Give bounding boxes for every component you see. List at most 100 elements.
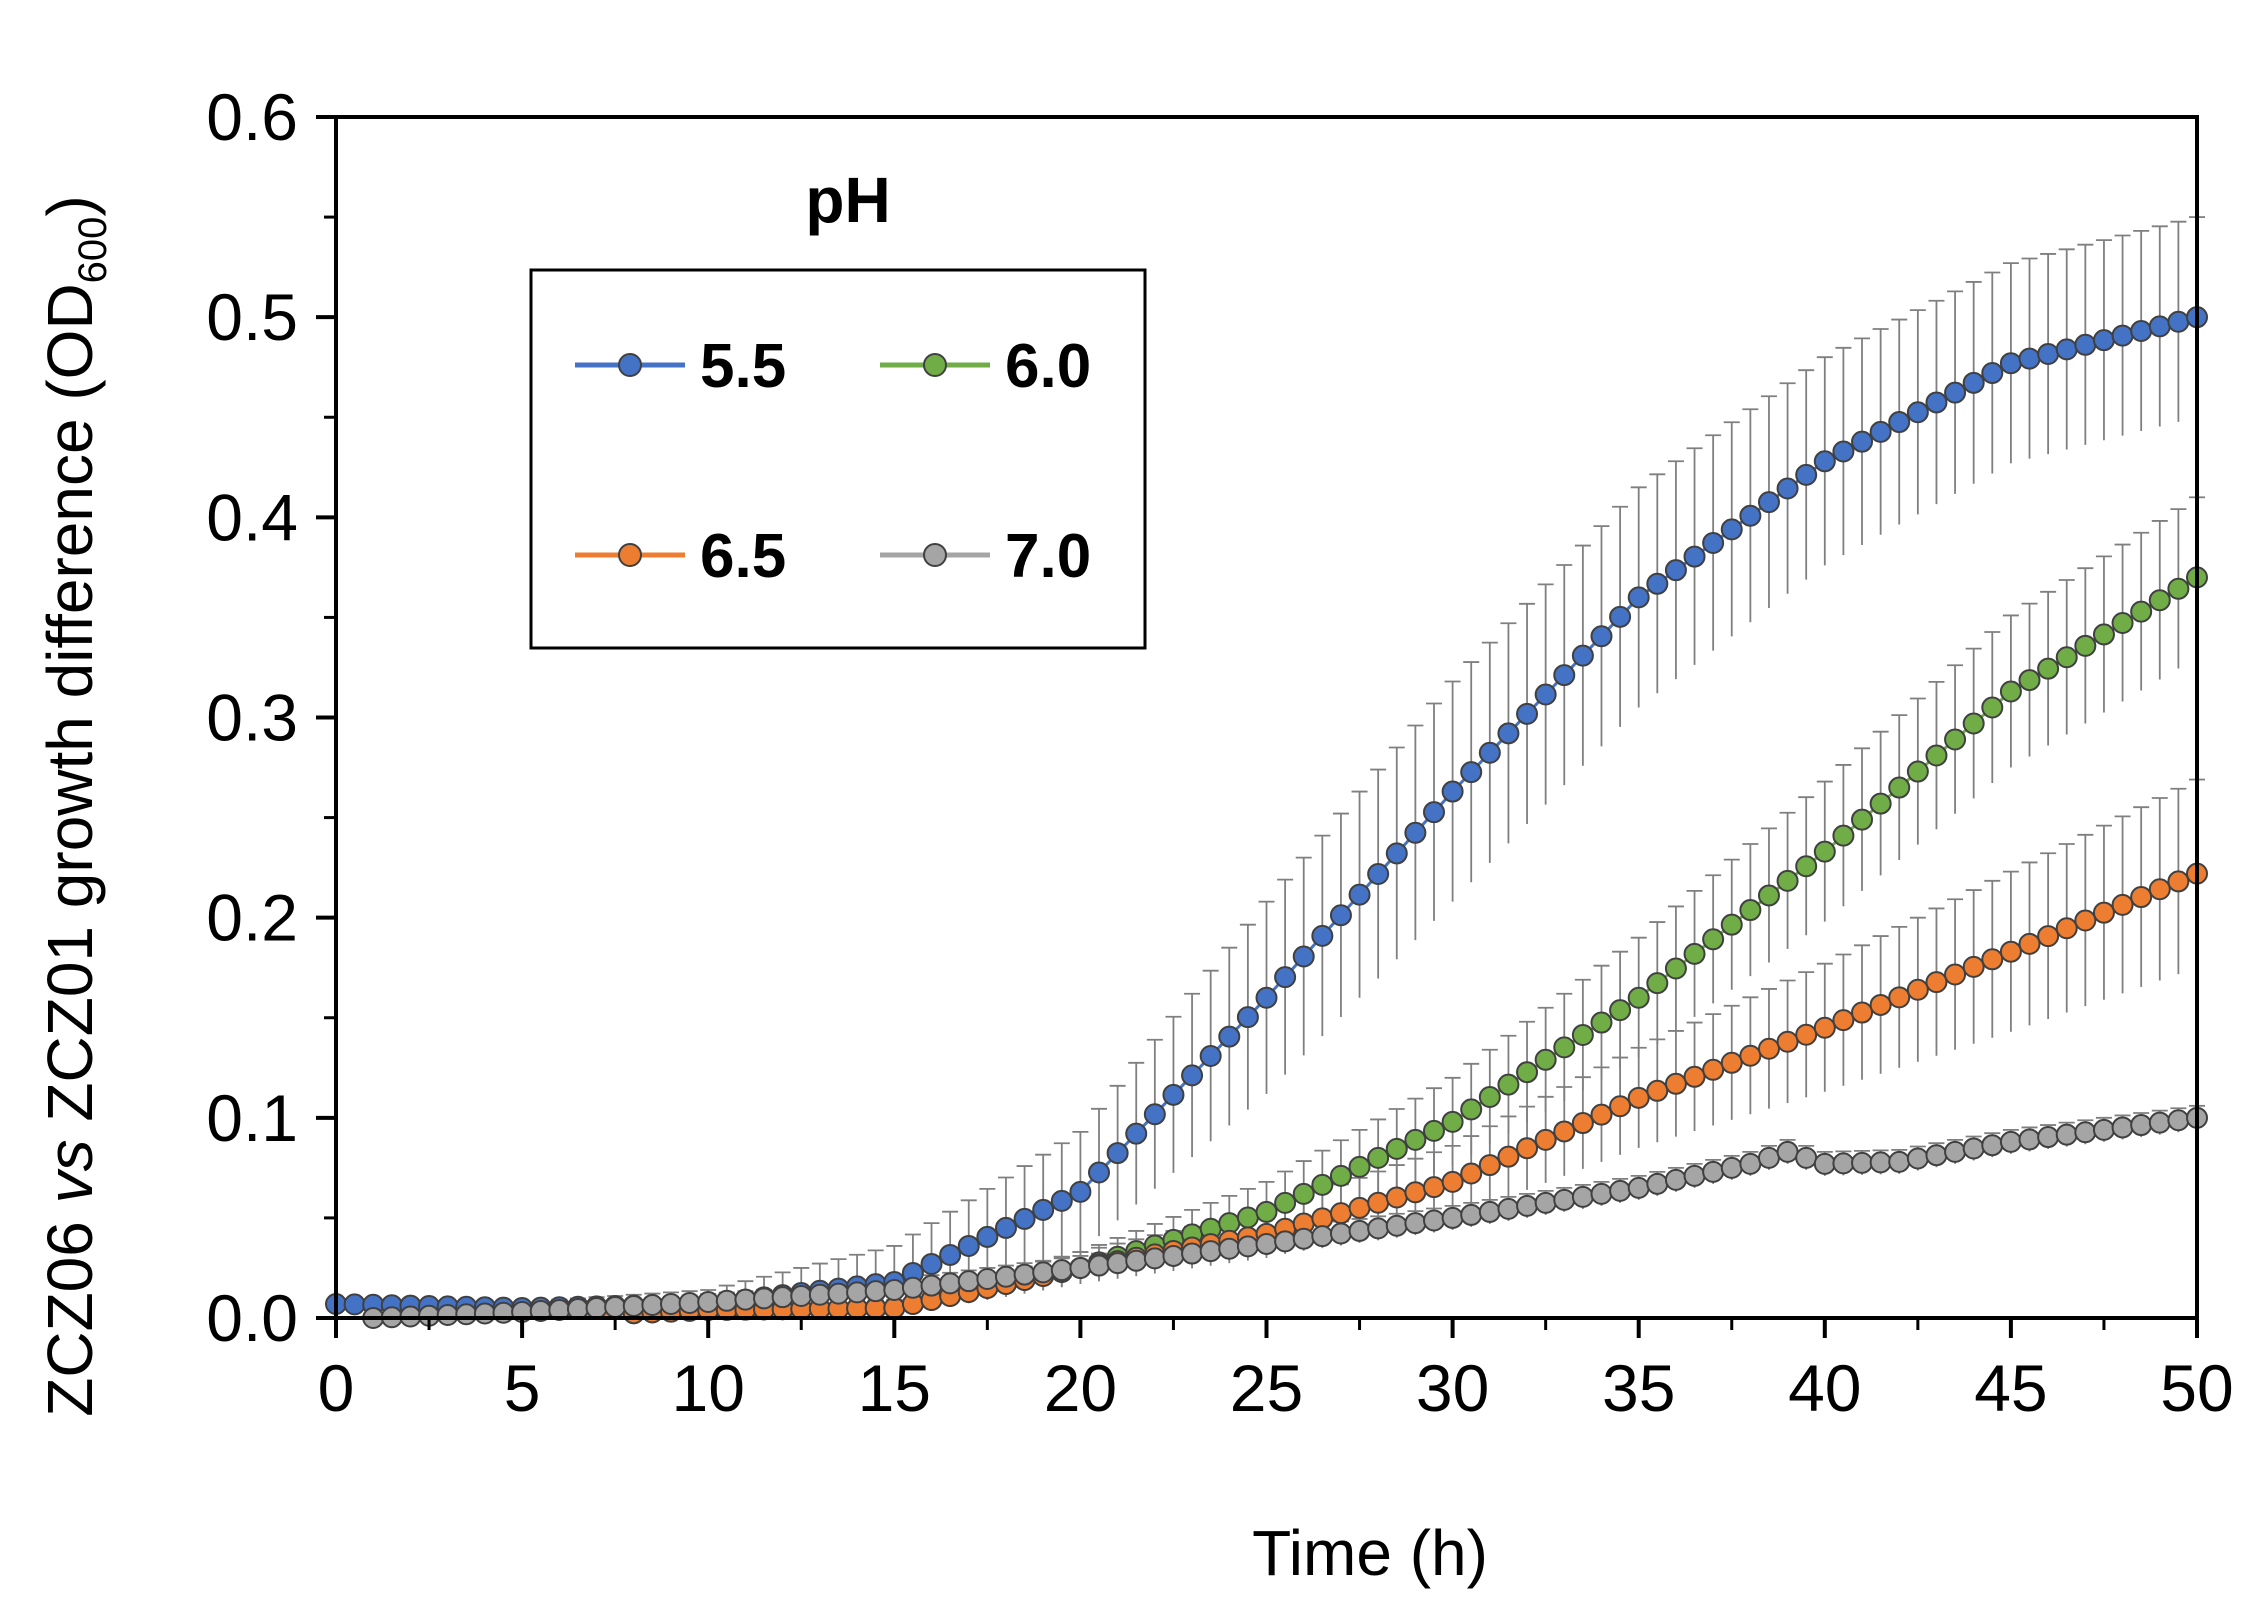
data-point-ph-6-0 bbox=[1516, 1061, 1539, 1084]
data-point-ph-6-5 bbox=[1367, 1191, 1390, 1214]
data-point-ph-7-0 bbox=[2074, 1121, 2097, 1144]
legend: 5.5 6.0 6.5 7.0 bbox=[575, 332, 1091, 591]
data-point-ph-7-0 bbox=[957, 1270, 980, 1293]
data-point-ph-5-5 bbox=[1739, 504, 1762, 527]
data-point-ph-5-5 bbox=[976, 1225, 999, 1248]
data-point-ph-7-0 bbox=[2018, 1128, 2041, 1151]
x-tick-label: 10 bbox=[671, 1351, 744, 1425]
data-point-ph-6-0 bbox=[1888, 776, 1911, 799]
data-point-ph-6-0 bbox=[1664, 957, 1687, 980]
data-point-ph-7-0 bbox=[1162, 1244, 1185, 1267]
data-point-ph-7-0 bbox=[771, 1286, 794, 1309]
data-point-ph-7-0 bbox=[455, 1303, 478, 1326]
data-point-ph-5-5 bbox=[1292, 945, 1315, 968]
data-point-ph-6-0 bbox=[1534, 1048, 1557, 1071]
data-point-ph-5-5 bbox=[1944, 381, 1967, 404]
data-point-ph-5-5 bbox=[1683, 545, 1706, 568]
data-point-ph-5-5 bbox=[957, 1234, 980, 1257]
data-point-ph-6-5 bbox=[1702, 1058, 1725, 1081]
data-point-ph-6-0 bbox=[1329, 1164, 1352, 1187]
data-point-ph-5-5 bbox=[1422, 801, 1445, 824]
data-point-ph-6-0 bbox=[1776, 869, 1799, 892]
data-point-ph-6-0 bbox=[1571, 1023, 1594, 1046]
data-point-ph-7-0 bbox=[1571, 1185, 1594, 1208]
data-point-ph-7-0 bbox=[1516, 1194, 1539, 1217]
y-tick-label: 0.1 bbox=[206, 1081, 298, 1155]
data-point-ph-6-5 bbox=[1664, 1072, 1687, 1095]
data-point-ph-6-5 bbox=[1888, 986, 1911, 1009]
data-point-ph-6-0 bbox=[1962, 712, 1985, 735]
data-point-ph-6-0 bbox=[1646, 972, 1669, 995]
data-point-ph-5-5 bbox=[1664, 559, 1687, 582]
data-point-ph-7-0 bbox=[1013, 1263, 1036, 1286]
data-point-ph-6-5 bbox=[1720, 1051, 1743, 1074]
data-point-ph-6-0 bbox=[1869, 792, 1892, 815]
data-point-ph-7-0 bbox=[604, 1295, 627, 1318]
data-point-ph-5-5 bbox=[1720, 518, 1743, 541]
data-point-ph-7-0 bbox=[1199, 1240, 1222, 1263]
data-point-ph-6-0 bbox=[1906, 760, 1929, 783]
data-point-ph-6-5 bbox=[1776, 1030, 1799, 1053]
data-point-ph-7-0 bbox=[1218, 1237, 1241, 1260]
x-tick-label: 25 bbox=[1230, 1351, 1303, 1425]
data-point-ph-5-5 bbox=[1776, 477, 1799, 500]
data-point-ph-6-0 bbox=[1553, 1036, 1576, 1059]
data-point-ph-7-0 bbox=[1590, 1182, 1613, 1205]
legend-label-ph-5-5: 5.5 bbox=[700, 332, 786, 401]
data-point-ph-5-5 bbox=[1125, 1122, 1148, 1145]
data-point-ph-6-5 bbox=[2111, 893, 2134, 916]
data-point-ph-7-0 bbox=[994, 1265, 1017, 1288]
x-axis: 0 5 10 15 20 25 30 35 40 45 50 bbox=[318, 1318, 2234, 1425]
data-point-ph-6-0 bbox=[2130, 600, 2153, 623]
y-axis-title-subscript: 600 bbox=[71, 217, 115, 284]
data-point-ph-6-5 bbox=[1329, 1202, 1352, 1225]
data-point-ph-7-0 bbox=[1757, 1146, 1780, 1169]
data-point-ph-5-5 bbox=[2092, 329, 2115, 352]
y-tick-label: 0.2 bbox=[206, 881, 298, 955]
data-point-ph-5-5 bbox=[1497, 722, 1520, 745]
data-point-ph-6-0 bbox=[1441, 1110, 1464, 1133]
data-point-ph-7-0 bbox=[1329, 1222, 1352, 1245]
data-point-ph-6-0 bbox=[1999, 680, 2022, 703]
data-point-ph-7-0 bbox=[1888, 1150, 1911, 1173]
y-axis-title-part-2: ZCZ01 growth difference (OD bbox=[34, 283, 106, 1139]
x-tick-label: 35 bbox=[1602, 1351, 1675, 1425]
x-tick-label: 50 bbox=[2160, 1351, 2233, 1425]
x-tick-label: 20 bbox=[1044, 1351, 1117, 1425]
y-axis-title: ZCZ06 vs ZCZ01 growth difference (OD600) bbox=[34, 195, 115, 1416]
data-point-ph-5-5 bbox=[1255, 986, 1278, 1009]
data-point-ph-6-5 bbox=[1795, 1023, 1818, 1046]
data-point-ph-7-0 bbox=[1832, 1152, 1855, 1175]
data-point-ph-6-5 bbox=[1571, 1112, 1594, 1135]
data-point-ph-6-0 bbox=[1292, 1182, 1315, 1205]
data-point-ph-7-0 bbox=[790, 1284, 813, 1307]
data-point-ph-5-5 bbox=[1534, 683, 1557, 706]
data-point-ph-7-0 bbox=[1553, 1188, 1576, 1211]
data-point-ph-5-5 bbox=[1999, 352, 2022, 375]
data-point-ph-6-0 bbox=[1274, 1191, 1297, 1214]
data-point-ph-7-0 bbox=[1255, 1232, 1278, 1255]
data-point-ph-5-5 bbox=[1050, 1189, 1073, 1212]
data-point-ph-6-5 bbox=[1460, 1162, 1483, 1185]
data-point-ph-6-0 bbox=[2167, 577, 2190, 600]
data-point-ph-7-0 bbox=[1981, 1134, 2004, 1157]
data-point-ph-7-0 bbox=[697, 1290, 720, 1313]
data-point-ph-5-5 bbox=[1404, 821, 1427, 844]
data-point-ph-6-5 bbox=[2130, 886, 2153, 909]
data-point-ph-6-5 bbox=[1999, 940, 2022, 963]
data-point-ph-6-0 bbox=[1851, 808, 1874, 831]
data-point-ph-7-0 bbox=[1478, 1200, 1501, 1223]
data-point-ph-5-5 bbox=[1925, 391, 1948, 414]
data-point-ph-7-0 bbox=[1534, 1191, 1557, 1214]
data-point-ph-7-0 bbox=[1702, 1160, 1725, 1183]
data-point-ph-5-5 bbox=[2037, 342, 2060, 365]
data-point-ph-6-0 bbox=[2148, 589, 2171, 612]
y-tick-label: 0.4 bbox=[206, 480, 298, 554]
legend-box bbox=[529, 268, 1147, 650]
data-point-ph-5-5 bbox=[1088, 1161, 1111, 1184]
data-point-ph-7-0 bbox=[1292, 1227, 1315, 1250]
data-point-ph-6-0 bbox=[1981, 696, 2004, 719]
data-point-ph-6-0 bbox=[1720, 913, 1743, 936]
data-point-ph-6-5 bbox=[2018, 932, 2041, 955]
